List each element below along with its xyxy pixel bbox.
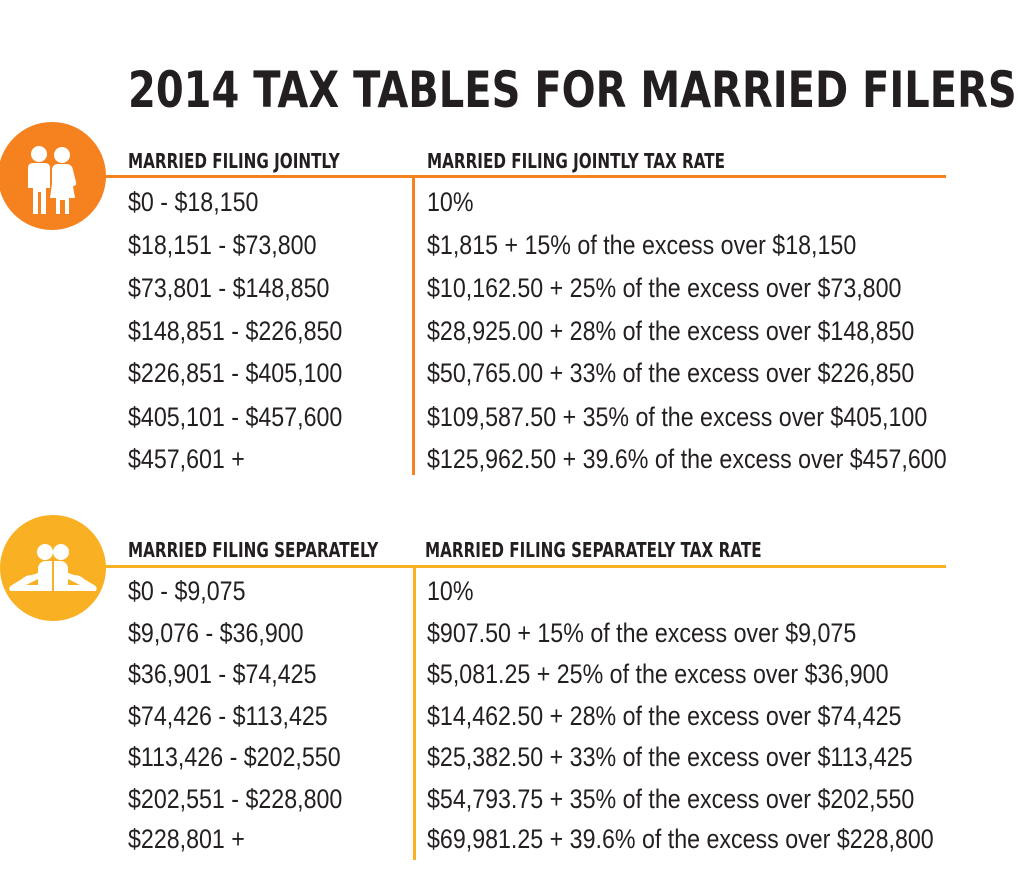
couple-standing-icon [0, 122, 106, 230]
income-cell: $405,101 - $457,600 [128, 402, 343, 432]
rate-cell: $125,962.50 + 39.6% of the excess over $… [427, 444, 947, 474]
income-cell: $9,076 - $36,900 [128, 618, 304, 648]
column-divider [412, 175, 415, 475]
couple-back-to-back-icon [0, 515, 106, 621]
header-divider [100, 175, 946, 178]
rate-cell: $10,162.50 + 25% of the excess over $73,… [427, 273, 902, 303]
income-column-header: MARRIED FILING SEPARATELY [128, 538, 379, 562]
rate-cell: $907.50 + 15% of the excess over $9,075 [427, 618, 857, 648]
rate-cell: $109,587.50 + 35% of the excess over $40… [427, 402, 928, 432]
rate-cell: $54,793.75 + 35% of the excess over $202… [427, 784, 915, 814]
income-cell: $113,426 - $202,550 [128, 742, 341, 772]
income-cell: $226,851 - $405,100 [128, 358, 343, 388]
rate-cell: $28,925.00 + 28% of the excess over $148… [427, 316, 915, 346]
rate-cell: 10% [427, 576, 474, 606]
income-cell: $228,801 + [128, 824, 245, 854]
income-cell: $457,601 + [128, 444, 245, 474]
rate-cell: $50,765.00 + 33% of the excess over $226… [427, 358, 915, 388]
income-cell: $148,851 - $226,850 [128, 316, 343, 346]
income-cell: $0 - $9,075 [128, 576, 246, 606]
header-divider [100, 565, 946, 568]
income-cell: $0 - $18,150 [128, 187, 259, 217]
income-cell: $36,901 - $74,425 [128, 659, 317, 689]
rate-cell: 10% [427, 187, 474, 217]
rate-column-header: MARRIED FILING SEPARATELY TAX RATE [425, 538, 762, 562]
rate-cell: $1,815 + 15% of the excess over $18,150 [427, 230, 857, 260]
column-divider [413, 565, 416, 860]
page-title: 2014 TAX TABLES FOR MARRIED FILERS [128, 61, 1017, 119]
income-cell: $73,801 - $148,850 [128, 273, 330, 303]
rate-cell: $69,981.25 + 39.6% of the excess over $2… [427, 824, 934, 854]
income-cell: $202,551 - $228,800 [128, 784, 343, 814]
rate-cell: $5,081.25 + 25% of the excess over $36,9… [427, 659, 889, 689]
income-column-header: MARRIED FILING JOINTLY [128, 149, 340, 173]
rate-column-header: MARRIED FILING JOINTLY TAX RATE [427, 149, 726, 173]
income-cell: $18,151 - $73,800 [128, 230, 317, 260]
rate-cell: $14,462.50 + 28% of the excess over $74,… [427, 701, 902, 731]
income-cell: $74,426 - $113,425 [128, 701, 328, 731]
rate-cell: $25,382.50 + 33% of the excess over $113… [427, 742, 913, 772]
